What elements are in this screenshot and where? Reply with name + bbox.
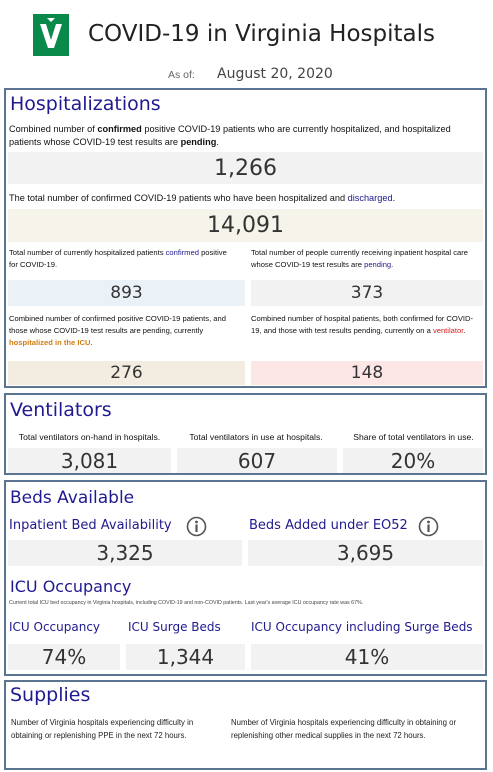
- subsection-title: ICU Occupancy: [10, 577, 132, 596]
- text: .: [90, 338, 93, 347]
- info-icon[interactable]: [186, 516, 207, 537]
- metric-value: 373: [251, 280, 483, 306]
- text: Combined number of hospital patients, bo…: [251, 314, 474, 335]
- description: Total number of people currently receivi…: [251, 247, 483, 271]
- text: pending: [364, 260, 392, 269]
- section-title: Hospitalizations: [10, 93, 161, 115]
- beds-panel: Beds Available Inpatient Bed Availabilit…: [4, 480, 487, 676]
- text: .: [463, 326, 466, 335]
- text: hospitalized in the ICU: [9, 338, 91, 347]
- text: Total number of currently hospitalized p…: [9, 248, 166, 257]
- as-of-label: As of:: [168, 69, 195, 81]
- metric-value: 41%: [251, 644, 483, 670]
- section-title: Beds Available: [10, 488, 135, 508]
- supply-item: Number of Virginia hospitals experiencin…: [11, 718, 194, 740]
- metric-label: Beds Added under EO52: [249, 518, 408, 533]
- ventilators-panel: Ventilators Total ventilators on-hand in…: [4, 393, 487, 475]
- text: confirmed: [97, 124, 142, 134]
- info-icon[interactable]: [418, 516, 439, 537]
- metric-label: ICU Occupancy including Surge Beds: [251, 620, 473, 634]
- metric-label: ICU Surge Beds: [128, 620, 221, 634]
- text: positive COVID-19 patients who are curre…: [9, 124, 451, 147]
- description: Combined number of hospital patients, bo…: [251, 313, 483, 337]
- hospitalizations-panel: Hospitalizations Combined number of conf…: [4, 88, 487, 388]
- description: The total number of confirmed COVID-19 p…: [9, 192, 484, 205]
- as-of-date: August 20, 2020: [217, 66, 333, 82]
- text: pending: [180, 137, 217, 147]
- text: Total number of people currently receivi…: [251, 248, 468, 269]
- text: .: [216, 137, 219, 147]
- text: The total number of confirmed COVID-19 p…: [9, 193, 348, 203]
- metric-value: 893: [8, 280, 245, 306]
- text: ventilator: [432, 326, 464, 335]
- description: Combined number of confirmed positive CO…: [9, 313, 241, 349]
- supply-item: Number of Virginia hospitals experiencin…: [231, 718, 457, 740]
- text: confirmed: [165, 248, 199, 257]
- logo: [33, 14, 69, 56]
- note: Current total ICU bed occupancy in Virgi…: [9, 600, 364, 606]
- metric-value: 14,091: [8, 209, 483, 242]
- description: Combined number of confirmed positive CO…: [9, 123, 479, 149]
- metric-value: 276: [8, 361, 245, 385]
- page-title: COVID-19 in Virginia Hospitals: [88, 21, 435, 47]
- metric-value: 3,081: [8, 448, 171, 473]
- metric-value: 3,325: [8, 540, 242, 566]
- metric-label: Share of total ventilators in use.: [353, 432, 474, 442]
- text: Combined number of: [9, 124, 98, 134]
- metric-value: 74%: [8, 644, 120, 670]
- metric-value: 607: [177, 448, 337, 473]
- supplies-panel: Supplies Number of Virginia hospitals ex…: [4, 680, 487, 770]
- metric-label: Inpatient Bed Availability: [9, 518, 172, 533]
- text: .: [392, 193, 396, 203]
- metric-value: 148: [251, 361, 483, 385]
- metric-value: 1,266: [8, 152, 483, 184]
- metric-label: Total ventilators on-hand in hospitals.: [18, 432, 161, 442]
- text: positive for COVID-19.: [9, 248, 227, 269]
- text: .: [391, 260, 394, 269]
- metric-value: 3,695: [248, 540, 483, 566]
- metric-value: 20%: [343, 448, 483, 473]
- text: Combined number of confirmed positive CO…: [9, 314, 226, 335]
- metric-value: 1,344: [126, 644, 245, 670]
- description: Total number of currently hospitalized p…: [9, 247, 234, 271]
- section-title: Ventilators: [10, 399, 112, 421]
- metric-label: Total ventilators in use at hospitals.: [189, 432, 323, 442]
- section-title: Supplies: [10, 684, 91, 706]
- text: discharged: [347, 193, 393, 203]
- metric-label: ICU Occupancy: [9, 620, 101, 634]
